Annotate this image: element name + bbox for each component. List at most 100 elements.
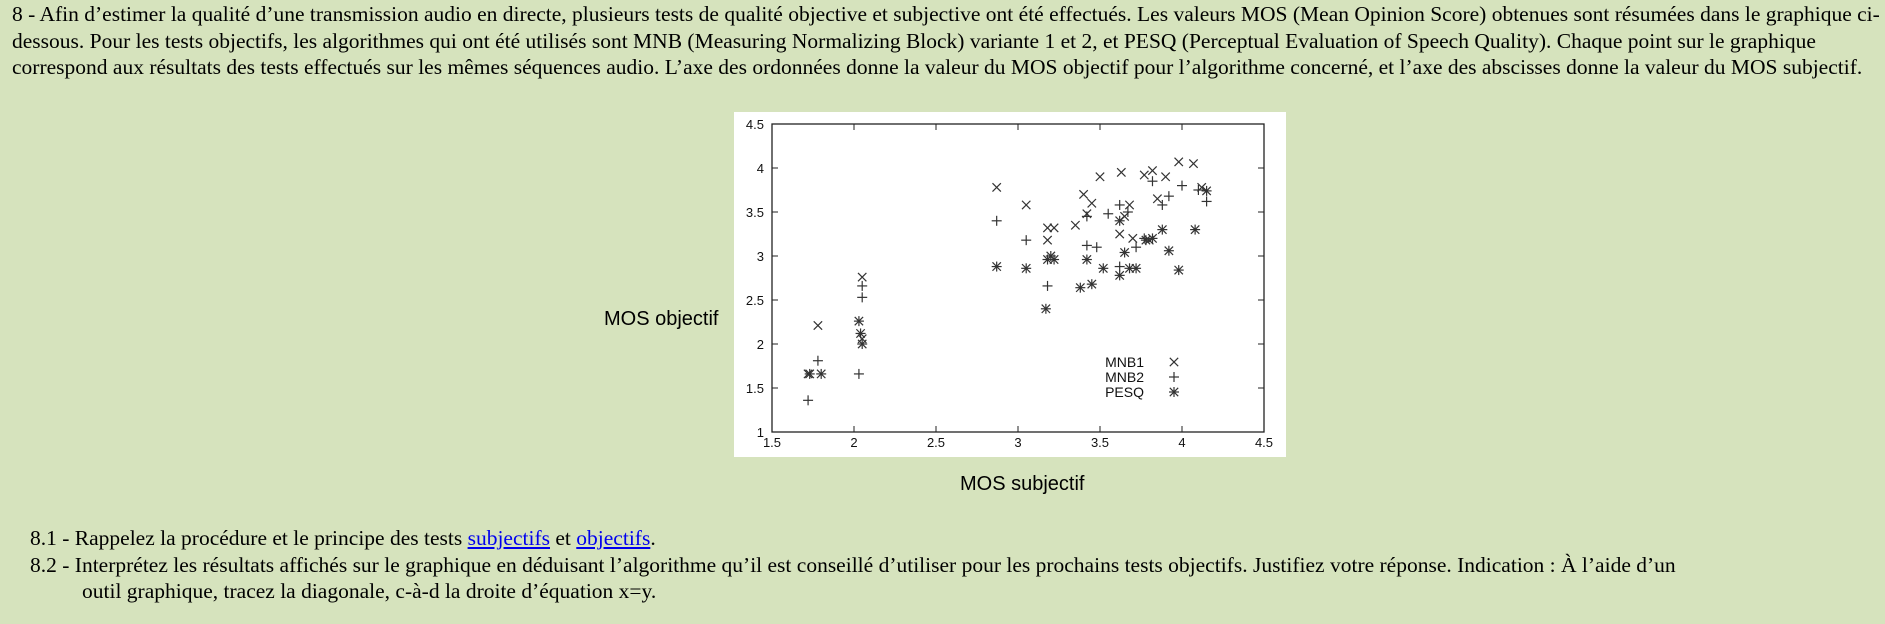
question-8-1-suffix: . (650, 526, 656, 550)
point-mnb1 (1116, 167, 1126, 178)
plot-frame (771, 123, 1265, 433)
y-tick-label: 3 (757, 249, 764, 264)
point-mnb2 (857, 280, 868, 291)
point-mnb1 (1174, 157, 1184, 167)
question-8-1-mid: et (550, 526, 577, 550)
x-tick-label: 4.5 (1255, 435, 1273, 450)
point-mnb2 (857, 292, 868, 303)
point-mnb1 (1188, 158, 1199, 169)
point-mnb1 (1147, 166, 1158, 176)
point-mnb2 (1081, 211, 1092, 222)
point-mnb2 (1021, 235, 1032, 246)
point-pesq (816, 368, 827, 379)
point-pesq (1081, 254, 1092, 265)
point-mnb2 (853, 368, 864, 379)
point-pesq (1098, 263, 1109, 274)
point-mnb2 (1114, 199, 1125, 210)
point-pesq (1190, 224, 1201, 235)
point-pesq (1119, 247, 1130, 258)
point-pesq (1201, 185, 1212, 196)
point-mnb1 (992, 182, 1002, 192)
point-mnb1 (813, 320, 823, 331)
x-tick-label: 2 (850, 435, 857, 450)
y-tick-label: 3.5 (746, 205, 764, 220)
point-mnb1 (1078, 189, 1089, 200)
point-pesq (1140, 235, 1151, 246)
point-pesq (1114, 270, 1125, 281)
point-mnb2 (1042, 280, 1053, 291)
legend-marker-mnb2 (1169, 372, 1179, 382)
mos-scatter-chart: 1.5 2 2.5 3 3.5 4 4.511.522.533.544.5MNB1MNB2P… (746, 117, 1273, 450)
point-mnb2 (812, 355, 823, 366)
link-subjectifs[interactable]: subjectifs (467, 526, 550, 550)
y-tick-label: 1 (757, 425, 764, 440)
point-mnb2 (1122, 207, 1133, 217)
point-pesq (1131, 263, 1142, 274)
point-pesq (857, 339, 868, 349)
point-mnb2 (1157, 199, 1168, 210)
point-pesq (1157, 224, 1168, 235)
point-mnb2 (1114, 261, 1125, 272)
point-mnb1 (1124, 200, 1135, 210)
x-tick-label: 3 (1014, 435, 1021, 450)
legend-label-mnb2: MNB2 (1105, 369, 1144, 385)
point-mnb2 (1081, 240, 1092, 251)
point-mnb1 (857, 272, 867, 282)
point-pesq (1040, 303, 1051, 314)
point-pesq (804, 368, 815, 379)
point-pesq (1163, 245, 1174, 256)
point-mnb1 (1042, 235, 1053, 245)
point-mnb1 (1049, 223, 1059, 233)
point-mnb1 (1021, 200, 1031, 210)
point-mnb2 (1091, 242, 1102, 253)
point-pesq (1075, 282, 1086, 293)
point-pesq (1173, 265, 1184, 276)
question-8-2: 8.2 - Interprétez les résultats affichés… (30, 552, 1880, 605)
point-mnb2 (1201, 196, 1212, 207)
question-8-2-line2: outil graphique, tracez la diagonale, c-… (82, 579, 657, 603)
point-mnb2 (1131, 242, 1142, 253)
legend-marker-pesq (1169, 387, 1179, 397)
point-pesq (991, 261, 1002, 272)
y-tick-label: 1.5 (746, 381, 764, 396)
point-mnb1 (1042, 223, 1053, 233)
point-pesq (1021, 263, 1032, 274)
legend-label-mnb1: MNB1 (1105, 354, 1144, 370)
question-8-1: 8.1 - Rappelez la procédure et le princi… (30, 525, 1880, 552)
plot-area: 1.5 2 2.5 3 3.5 4 4.5 1 1.5 2 2.5 3 3.5 4 4.5 MNB1 MNB2 P… (734, 112, 1286, 457)
point-mnb1 (1160, 172, 1171, 182)
legend-marker-mnb1 (1169, 357, 1179, 367)
question-list: 8.1 - Rappelez la procédure et le princi… (30, 525, 1880, 605)
point-pesq (1086, 279, 1097, 290)
x-tick-label: 4 (1178, 435, 1185, 450)
point-mnb2 (1177, 180, 1187, 191)
exercise-intro-text: 8 - Afin d’estimer la qualité d’une tran… (12, 2, 1880, 79)
question-8-1-prefix: 8.1 - Rappelez la procédure et le princi… (30, 526, 468, 550)
point-mnb1 (1095, 172, 1105, 182)
point-mnb2 (991, 215, 1002, 226)
x-tick-label: 3.5 (1091, 435, 1109, 450)
y-tick-label: 2 (757, 337, 764, 352)
point-mnb1 (1152, 194, 1163, 204)
y-tick-label: 4.5 (746, 117, 764, 132)
point-mnb2 (1163, 191, 1174, 202)
point-mnb2 (1193, 185, 1204, 195)
x-tick-label: 2.5 (927, 435, 945, 450)
x-axis-label: MOS subjectif (960, 473, 1085, 495)
link-objectifs[interactable]: objectifs (576, 526, 651, 550)
point-mnb2 (803, 395, 814, 406)
point-mnb1 (1087, 198, 1097, 208)
question-8-2-line1: 8.2 - Interprétez les résultats affichés… (30, 552, 1676, 577)
point-mnb2 (1147, 176, 1158, 187)
y-tick-label: 2.5 (746, 293, 764, 308)
point-mnb1 (1128, 233, 1138, 244)
point-pesq (855, 328, 866, 339)
point-pesq (1114, 215, 1125, 226)
point-mnb1 (1070, 220, 1081, 230)
point-mnb2 (1103, 208, 1114, 219)
point-pesq (1049, 254, 1060, 265)
point-pesq (853, 316, 864, 327)
point-pesq (1147, 233, 1158, 244)
y-tick-label: 4 (757, 161, 764, 176)
point-mnb1 (1139, 170, 1149, 180)
